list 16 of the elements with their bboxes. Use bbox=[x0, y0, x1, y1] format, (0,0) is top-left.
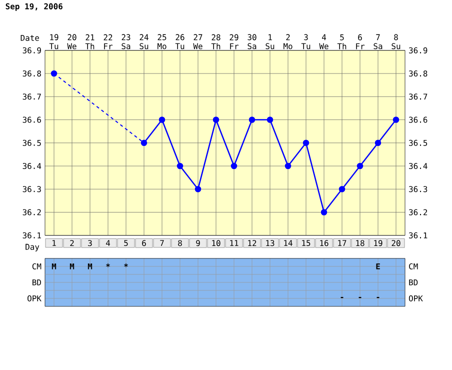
point bbox=[176, 162, 184, 169]
point bbox=[392, 116, 400, 123]
point bbox=[230, 162, 238, 169]
point bbox=[140, 140, 148, 146]
point bbox=[266, 116, 274, 123]
point bbox=[248, 116, 256, 123]
point bbox=[338, 186, 346, 192]
point bbox=[302, 140, 310, 146]
point bbox=[284, 162, 292, 169]
point bbox=[194, 186, 202, 192]
point bbox=[212, 116, 220, 123]
point bbox=[356, 162, 364, 169]
point bbox=[158, 116, 166, 123]
point bbox=[320, 208, 328, 216]
point bbox=[50, 70, 58, 76]
point bbox=[374, 140, 382, 146]
